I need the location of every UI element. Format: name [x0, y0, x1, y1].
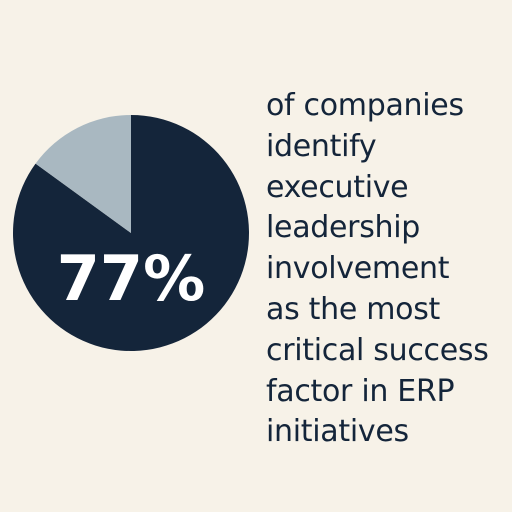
pie-center-label: 77%: [57, 242, 205, 315]
statement-line-2: identify: [266, 128, 377, 164]
statement-line-5: involvement: [266, 251, 450, 287]
statement-line-3: executive: [266, 169, 409, 205]
statement-line-9: initiatives: [266, 414, 409, 450]
statement-line-6: as the most: [266, 291, 440, 327]
pie-slice-main: [12, 115, 249, 351]
statement-text: of companies identify executive leadersh…: [266, 86, 512, 453]
pie-slice-minor: [35, 115, 131, 233]
statement-line-1: of companies: [266, 88, 464, 123]
statement-line-8: factor in ERP: [266, 373, 455, 409]
statement-line-7: critical success: [266, 332, 489, 368]
statement-line-4: leadership: [266, 210, 421, 246]
